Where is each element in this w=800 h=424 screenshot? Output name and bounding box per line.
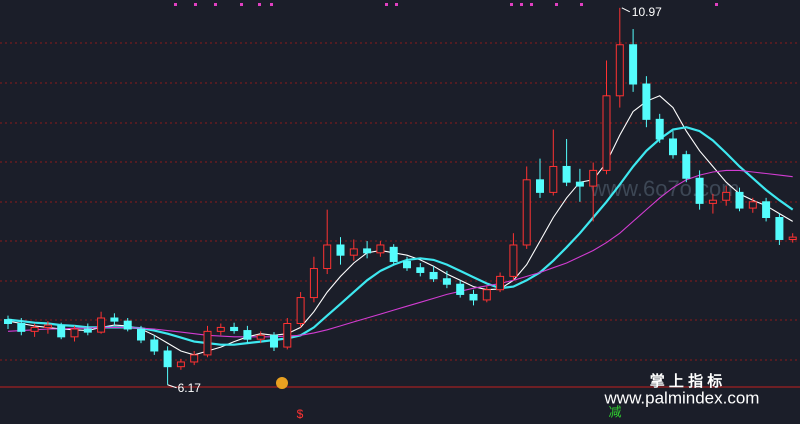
brand: 掌 上 指 标 xyxy=(650,372,723,390)
signal-dot xyxy=(520,3,523,6)
candle-body xyxy=(230,326,239,332)
candle-body xyxy=(722,191,731,201)
candle-body xyxy=(562,165,571,183)
high-label: 10.97 xyxy=(632,5,662,19)
candle-body xyxy=(775,216,784,240)
signal-dot xyxy=(174,3,177,6)
candle-body xyxy=(123,320,132,330)
candle-body xyxy=(137,328,145,341)
candle-body xyxy=(602,95,611,171)
candle-body xyxy=(349,248,358,256)
candle-body xyxy=(4,319,12,324)
high-arrow xyxy=(621,7,631,13)
signal-dot xyxy=(510,3,513,6)
candle-body xyxy=(429,271,438,280)
signal-dot xyxy=(270,3,273,6)
candle-body xyxy=(376,244,385,254)
candle-body xyxy=(509,244,518,277)
candle-body xyxy=(788,236,797,240)
candle-body xyxy=(30,326,39,332)
candle-body xyxy=(70,328,79,338)
ma-line xyxy=(7,95,793,356)
ma-line xyxy=(7,169,793,338)
candle-body xyxy=(309,268,318,299)
candle-body xyxy=(363,248,372,254)
candle-body xyxy=(735,191,744,209)
candle-body xyxy=(83,328,92,333)
signal-dot xyxy=(240,3,243,6)
candle-body xyxy=(549,165,558,193)
candle-body xyxy=(323,244,332,270)
candle-body xyxy=(256,334,265,340)
candle-body xyxy=(243,330,252,340)
candle-body xyxy=(43,324,52,328)
candle-body xyxy=(190,354,199,363)
plot: 10.97 6.17 xyxy=(4,5,797,395)
candle-body xyxy=(575,181,584,187)
sell-signal: 减 xyxy=(608,404,621,419)
candle-body xyxy=(748,201,757,209)
candle-body xyxy=(536,179,544,193)
signal-dot xyxy=(715,3,718,6)
candle-body xyxy=(216,326,225,332)
signal-dot xyxy=(555,3,558,6)
watermark: www.6o7o.com xyxy=(589,176,739,201)
candle-body xyxy=(642,83,651,120)
candle-body xyxy=(283,322,292,348)
money-icon xyxy=(276,377,288,389)
candle-body xyxy=(57,325,66,338)
signal-dot xyxy=(258,3,261,6)
candle-body xyxy=(416,267,425,273)
candle-body xyxy=(389,246,398,262)
candle-body xyxy=(482,289,491,301)
ma-line xyxy=(7,126,794,346)
candle-body xyxy=(336,244,345,256)
signal-dot xyxy=(395,3,398,6)
low-arrow xyxy=(167,384,177,389)
candle-body xyxy=(296,297,305,324)
candle-body xyxy=(97,317,106,333)
candle-body xyxy=(456,283,465,295)
candle-body xyxy=(442,278,451,285)
candle-body xyxy=(270,334,278,348)
candle-body xyxy=(615,44,624,97)
signal-dot xyxy=(385,3,388,6)
grid xyxy=(0,42,800,388)
candle-body xyxy=(522,179,531,246)
candle-body xyxy=(708,199,717,204)
candle-body xyxy=(110,317,119,322)
signal-dot xyxy=(530,3,533,6)
candle-body xyxy=(469,293,478,301)
candle-body xyxy=(682,154,691,179)
site: www.palmindex.com xyxy=(604,388,760,407)
candle-body xyxy=(163,350,172,368)
candle-body xyxy=(496,275,505,291)
candle-body xyxy=(762,201,771,218)
candle-body xyxy=(403,260,411,269)
signal-dots xyxy=(174,3,718,6)
candle-body xyxy=(669,138,677,156)
candle-body xyxy=(695,177,704,204)
candle-body xyxy=(655,118,664,140)
buy-signal: $ xyxy=(297,407,304,421)
signal-dot xyxy=(194,3,197,6)
candle-body xyxy=(203,330,212,356)
low-label: 6.17 xyxy=(178,381,202,395)
candle-body xyxy=(150,339,159,352)
candle-body xyxy=(629,44,638,85)
candle-body xyxy=(176,361,185,368)
signal-dot xyxy=(580,3,583,6)
signal-dot xyxy=(214,3,217,6)
candle-body xyxy=(17,322,26,332)
candle-body xyxy=(589,169,598,187)
